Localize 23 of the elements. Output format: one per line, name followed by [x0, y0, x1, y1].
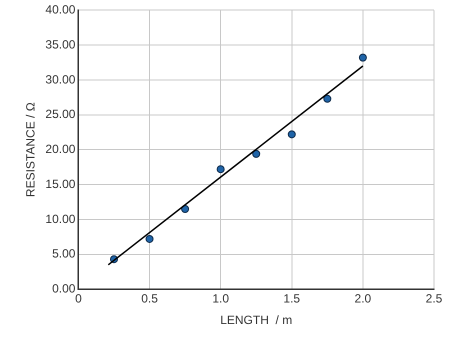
y-tick-label: 40.00	[45, 2, 76, 17]
y-tick-label: 20.00	[45, 142, 76, 156]
y-tick-label: 35.00	[45, 37, 76, 52]
x-tick-label: 1.0	[212, 292, 230, 306]
x-tick-label: 2.0	[354, 292, 372, 306]
y-tick-label: 5.00	[52, 246, 76, 261]
point	[252, 150, 260, 158]
x-axis-title: LENGTH / m	[220, 313, 292, 328]
x-tick-label: 0	[75, 292, 82, 306]
point	[288, 130, 296, 138]
point	[146, 234, 154, 243]
y-tick-label: 0.00	[52, 282, 76, 296]
y-tick-label: 25.00	[45, 107, 76, 122]
y-tick-label: 30.00	[45, 72, 76, 86]
point	[323, 94, 332, 103]
y-axis-title: RESISTANCE / Ω	[24, 102, 38, 198]
y-tick-label: 15.00	[45, 176, 76, 191]
point	[216, 165, 225, 174]
x-tick-label: 1.5	[283, 292, 300, 306]
y-tick-label: 10.00	[45, 212, 76, 226]
point	[358, 54, 367, 62]
x-tick-label: 2.5	[426, 292, 443, 306]
x-tick-label: 0.5	[141, 292, 158, 306]
